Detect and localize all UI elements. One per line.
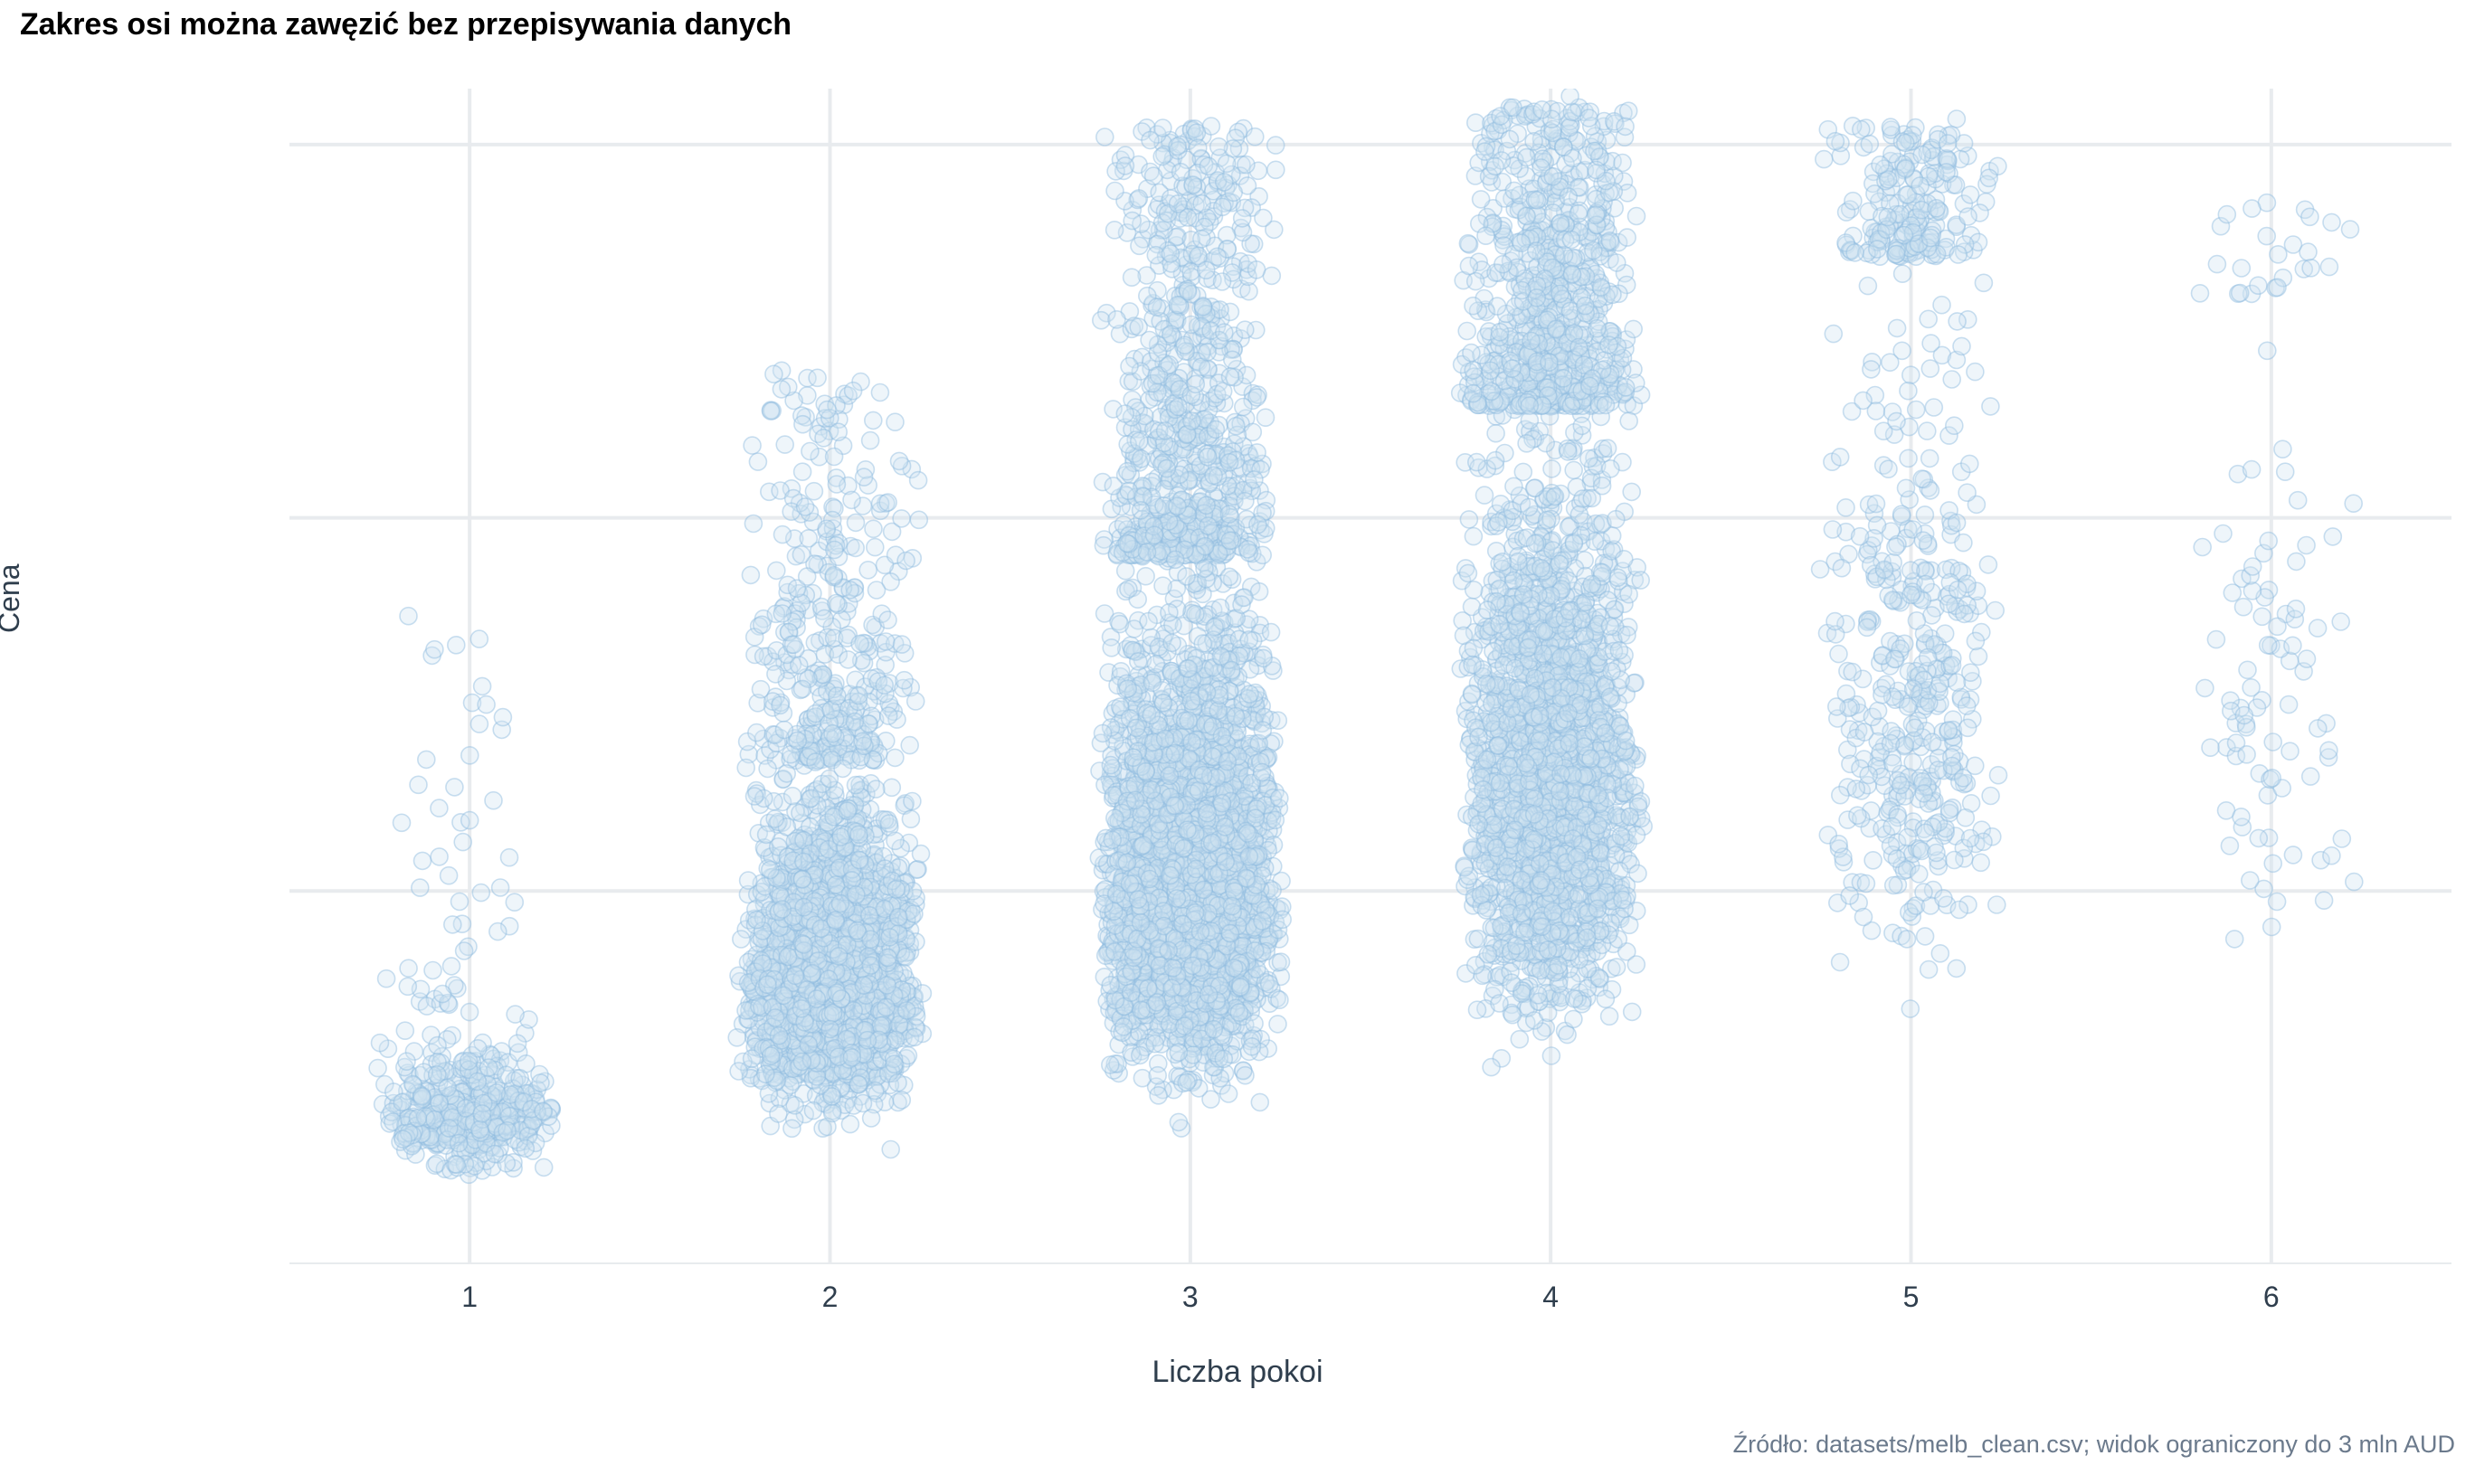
plot-area <box>289 89 2451 1264</box>
source-caption: Źródło: datasets/melb_clean.csv; widok o… <box>1732 1431 2455 1458</box>
x-axis-tick-label: 1 <box>461 1281 479 1313</box>
data-points-layer <box>368 89 2364 1185</box>
data-point-group-2 <box>727 361 933 1159</box>
data-point-group-3 <box>1089 117 1292 1138</box>
page-title: Zakres osi można zawęzić bez przepisywan… <box>20 7 792 42</box>
y-axis-title: Cena <box>0 563 25 634</box>
x-axis-tick-label: 6 <box>2262 1281 2280 1313</box>
x-axis-tick-label: 3 <box>1181 1281 1199 1313</box>
data-point-group-6 <box>2190 193 2364 949</box>
y-axis-tick-labels: 0.0 mln AUD1.0 mln AUD2.0 mln AUD3.0 mln… <box>0 0 271 1484</box>
horizontal-gridlines <box>289 142 2451 1264</box>
scatter-plot-canvas <box>289 89 2451 1264</box>
x-axis-title: Liczba pokoi <box>1152 1355 1323 1389</box>
x-axis-tick-label: 5 <box>1902 1281 1920 1313</box>
data-point-group-5 <box>1810 109 2008 1018</box>
vertical-gridlines <box>468 89 2273 1264</box>
data-point-group-1 <box>368 606 562 1185</box>
x-axis-tick-label: 2 <box>821 1281 839 1313</box>
x-axis-tick-label: 4 <box>1542 1281 1560 1313</box>
data-point-group-4 <box>1450 89 1653 1077</box>
